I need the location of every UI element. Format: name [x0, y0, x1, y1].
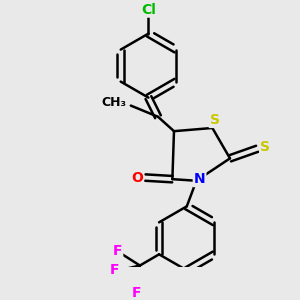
Text: O: O — [131, 171, 143, 184]
Text: CH₃: CH₃ — [101, 96, 126, 109]
Text: F: F — [113, 244, 122, 258]
Text: Cl: Cl — [141, 3, 156, 16]
Text: S: S — [210, 113, 220, 127]
Text: S: S — [260, 140, 270, 154]
Text: N: N — [194, 172, 206, 186]
Text: F: F — [132, 286, 141, 300]
Text: F: F — [110, 263, 119, 277]
